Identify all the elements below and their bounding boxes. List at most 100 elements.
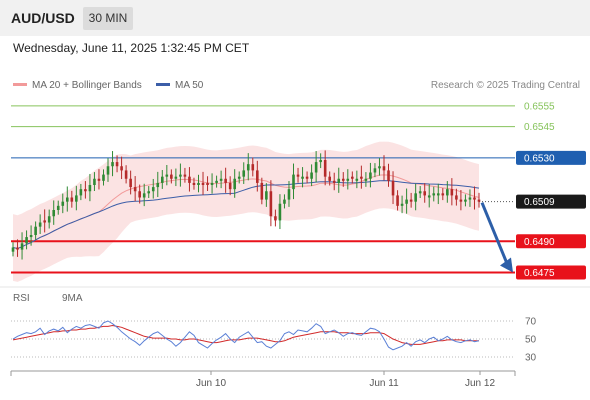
- forecast-arrow: [480, 202, 513, 273]
- candle-body: [170, 174, 173, 179]
- candle-body: [283, 199, 286, 204]
- candle-body: [43, 220, 46, 223]
- candle-body: [373, 168, 377, 173]
- candle-body: [215, 180, 218, 183]
- candle-body: [341, 178, 345, 181]
- candle-body: [237, 176, 241, 179]
- candle-body: [409, 199, 413, 202]
- candle-body: [25, 237, 28, 244]
- timeframe-badge[interactable]: 30 MIN: [83, 7, 133, 30]
- level-label-0: 0.6555: [524, 101, 555, 112]
- candle-body: [332, 180, 336, 183]
- candle-body: [174, 176, 178, 179]
- candle-body: [405, 199, 408, 204]
- candle-body: [124, 170, 128, 179]
- candle-body: [455, 195, 458, 200]
- currency-pair-title: AUD/USD: [11, 10, 75, 26]
- candle-body: [133, 187, 137, 192]
- ma20-swatch: [13, 82, 27, 86]
- ma20-legend-label: MA 20 + Bollinger Bands: [32, 80, 142, 91]
- candle-body: [84, 189, 87, 192]
- candle-body: [427, 195, 431, 198]
- candle-body: [251, 164, 255, 171]
- candle-body: [382, 166, 386, 171]
- candle-body: [256, 170, 259, 183]
- candle-body: [323, 160, 327, 177]
- level-label-2: 0.6530: [524, 153, 555, 164]
- candle-body: [459, 199, 463, 202]
- candle-body: [468, 197, 472, 200]
- rsi-line: [12, 320, 480, 351]
- candle-body: [142, 193, 146, 198]
- candle-body: [115, 162, 119, 167]
- candle-body: [319, 160, 322, 163]
- level-tag-5: [516, 265, 586, 280]
- legend-rsi: RSI: [13, 293, 30, 304]
- candle-body: [242, 170, 246, 177]
- candle-body: [441, 193, 445, 196]
- candle-body: [20, 243, 24, 250]
- candle-body: [246, 164, 250, 171]
- candle-body: [210, 182, 214, 185]
- level-label-5: 0.6475: [524, 268, 555, 279]
- level-label-1: 0.6545: [524, 122, 555, 133]
- candle-body: [88, 185, 92, 192]
- header-bar: AUD/USD 30 MIN: [0, 0, 590, 36]
- candle-body: [450, 189, 454, 196]
- candle-body: [147, 191, 151, 194]
- candle-body: [183, 174, 187, 177]
- candle-body: [378, 166, 381, 169]
- candle-body: [197, 182, 200, 185]
- level-label-4: 0.6490: [524, 237, 555, 248]
- candle-body: [301, 176, 304, 179]
- candle-body: [423, 191, 427, 196]
- candle-body: [156, 182, 160, 188]
- x-tick-label: Jun 11: [369, 378, 399, 389]
- rsi-level-label-50: 50: [525, 335, 537, 346]
- level-tag-4: [516, 234, 586, 249]
- candle-body: [396, 195, 399, 206]
- candle-body: [477, 199, 481, 202]
- candle-body: [38, 222, 42, 227]
- price-levels: [0, 105, 590, 288]
- candle-body: [310, 172, 313, 179]
- forecast-arrow-head: [500, 257, 513, 273]
- forecast-arrow-shaft: [480, 202, 509, 265]
- candle-body: [106, 166, 110, 175]
- candle-body: [97, 178, 101, 181]
- ma50-swatch: [156, 82, 170, 86]
- candle-body: [287, 189, 291, 200]
- candle-body: [364, 178, 368, 181]
- candle-body: [34, 226, 37, 235]
- candle-body: [328, 176, 331, 181]
- candle-body: [61, 201, 65, 206]
- legend-ma9: 9MA: [62, 293, 83, 304]
- x-tick-label: Jun 12: [465, 378, 495, 389]
- candle-body: [278, 203, 282, 221]
- rsi-level-label-30: 30: [525, 353, 537, 364]
- legend-ma50: MA 50: [156, 80, 203, 91]
- candle-body: [206, 182, 209, 185]
- candle-body: [16, 247, 19, 250]
- candle-body: [70, 197, 74, 202]
- candle-body: [414, 193, 417, 202]
- candle-body: [179, 174, 182, 177]
- candle-body: [201, 182, 205, 185]
- ma50-line: [12, 180, 480, 250]
- ma9-line: [12, 324, 479, 345]
- bollinger-band-fill: [13, 141, 479, 282]
- candle-body: [165, 174, 169, 177]
- candle-body: [314, 162, 318, 173]
- candle-body: [111, 162, 114, 167]
- current-price-label: 0.6509: [524, 197, 555, 208]
- candle-body: [65, 197, 69, 202]
- candle-body: [274, 216, 277, 221]
- candle-body: [265, 191, 268, 200]
- candle-body: [52, 210, 56, 217]
- candle-body: [292, 174, 295, 190]
- candle-body: [337, 178, 341, 183]
- candle-body: [387, 170, 390, 181]
- candlesticks: [11, 150, 481, 260]
- candle-body: [473, 197, 476, 200]
